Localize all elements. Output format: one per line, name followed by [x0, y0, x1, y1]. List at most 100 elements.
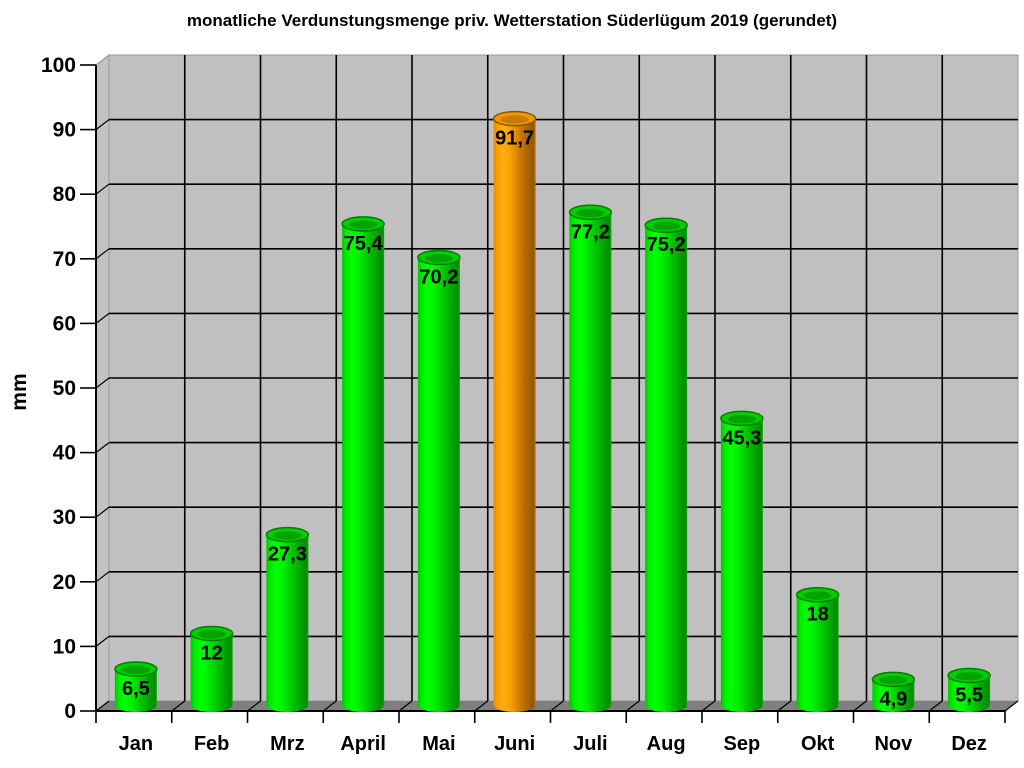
- floor-diagonal: [1004, 700, 1019, 712]
- y-tick-label: 20: [53, 571, 76, 594]
- value-label: 91,7: [495, 128, 534, 150]
- cylinder-top-inner: [121, 665, 150, 675]
- chart-walls: [95, 53, 1019, 713]
- floor-diagonal: [474, 700, 489, 712]
- bar-juli: [568, 204, 613, 712]
- cylinder-body: [645, 225, 688, 712]
- bar-nov: [871, 671, 916, 712]
- bar-okt: [795, 586, 840, 712]
- x-tick-label: Dez: [951, 733, 987, 755]
- x-tick-label: Okt: [801, 733, 835, 755]
- cylinder-top-inner: [727, 414, 756, 424]
- floor-diagonal: [95, 700, 110, 712]
- chart-bars: [114, 110, 991, 713]
- cylinder-body: [720, 418, 763, 712]
- wall-diagonal: [95, 442, 110, 454]
- cylinder-body: [569, 212, 612, 712]
- value-label: 5,5: [955, 684, 983, 706]
- floor-diagonal: [550, 700, 564, 712]
- bar-sep: [720, 410, 764, 712]
- x-tick-label: April: [340, 733, 386, 755]
- value-label: 27,3: [268, 544, 307, 566]
- value-label: 77,2: [571, 221, 610, 243]
- value-label: 45,3: [722, 427, 761, 449]
- wall-diagonal: [95, 377, 110, 389]
- cylinder-top-inner: [349, 220, 378, 229]
- value-label: 75,2: [647, 234, 686, 256]
- floor-diagonal: [398, 700, 413, 712]
- chart-title: monatliche Verdunstungsmenge priv. Wette…: [186, 11, 838, 30]
- bar-juni: [492, 110, 537, 713]
- floor-diagonal: [853, 700, 867, 712]
- floor-diagonal: [322, 700, 337, 712]
- y-tick-label: 50: [53, 377, 76, 400]
- bar-april: [341, 216, 385, 712]
- y-tick-label: 30: [53, 506, 76, 529]
- cylinder-body: [872, 679, 915, 712]
- wall-diagonal: [95, 183, 110, 195]
- x-tick-label: Feb: [194, 733, 230, 755]
- value-label: 12: [201, 642, 223, 664]
- wall-diagonal: [95, 312, 110, 324]
- cylinder-top-inner: [576, 208, 605, 218]
- x-tick-label: Mrz: [270, 733, 304, 755]
- x-tick-label: Juli: [573, 733, 607, 755]
- floor-diagonal: [171, 700, 186, 712]
- value-label: 70,2: [419, 267, 458, 289]
- cylinder-top-inner: [652, 221, 681, 231]
- bar-mrz: [265, 526, 310, 712]
- value-label: 18: [807, 604, 829, 626]
- wall-diagonal: [95, 635, 110, 647]
- y-tick-label: 40: [53, 442, 76, 465]
- x-tick-label: Nov: [874, 733, 913, 755]
- wall-diagonal: [95, 571, 110, 583]
- floor-diagonal: [247, 700, 261, 712]
- chart-labels: 0 10 20 30 40 50 60 70 80 90 100 6,5 Jan 12 Feb 27,3 Mrz…: [41, 54, 987, 755]
- cylinder-body: [948, 675, 991, 712]
- x-tick-label: Juni: [494, 733, 535, 755]
- cylinder-body: [266, 534, 309, 712]
- y-tick-label: 0: [64, 700, 76, 723]
- y-tick-label: 90: [53, 119, 76, 142]
- cylinder-top-inner: [879, 675, 908, 685]
- x-tick-label: Mai: [422, 733, 455, 755]
- x-tick-label: Jan: [119, 733, 153, 755]
- cylinder-body: [190, 633, 233, 712]
- cylinder-body: [796, 594, 839, 712]
- cylinder-body: [114, 669, 157, 712]
- wall-diagonal: [95, 119, 110, 131]
- value-label: 4,9: [879, 688, 907, 710]
- y-tick-label: 100: [41, 54, 76, 77]
- y-tick-label: 10: [53, 635, 76, 658]
- cylinder-top-inner: [500, 115, 529, 124]
- y-axis-title: mm: [8, 373, 31, 411]
- value-label: 6,5: [122, 678, 150, 700]
- wall-diagonal: [95, 248, 110, 260]
- floor-diagonal: [928, 700, 943, 712]
- chart-axes: [80, 64, 1006, 723]
- y-tick-label: 70: [53, 248, 76, 271]
- y-tick-label: 60: [53, 312, 76, 335]
- cylinder-top-inner: [955, 672, 984, 681]
- x-tick-label: Sep: [724, 733, 761, 755]
- cylinder-body: [342, 223, 385, 712]
- cylinder-body: [417, 257, 460, 712]
- floor-diagonal: [701, 700, 716, 712]
- cylinder-top-inner: [424, 254, 453, 263]
- x-tick-label: Aug: [647, 733, 686, 755]
- wall-diagonal: [95, 506, 110, 518]
- cylinder-top-inner: [803, 591, 832, 600]
- chart-grid: [95, 55, 1019, 712]
- cylinder-top-inner: [197, 630, 226, 639]
- bar-dez: [947, 667, 991, 712]
- bar-aug: [644, 217, 688, 712]
- floor-diagonal: [625, 700, 640, 712]
- bar-feb: [189, 625, 234, 712]
- bar-jan: [114, 661, 158, 712]
- floor-diagonal: [777, 700, 792, 712]
- value-label: 75,4: [344, 233, 384, 255]
- y-tick-label: 80: [53, 183, 76, 206]
- bar-mai: [417, 249, 461, 712]
